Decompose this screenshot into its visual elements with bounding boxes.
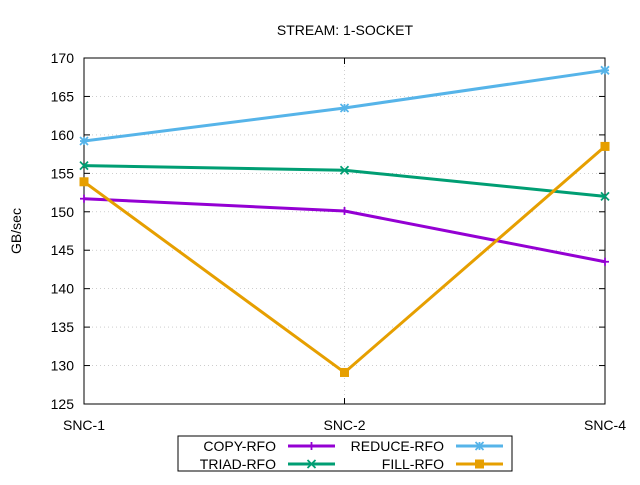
series-reduce-rfo — [79, 65, 610, 146]
chart-title: STREAM: 1-SOCKET — [277, 22, 414, 38]
legend-item: TRIAD-RFO — [200, 456, 335, 472]
data-point-x-icon — [339, 165, 350, 175]
legend-item: FILL-RFO — [382, 456, 503, 472]
legend-label: TRIAD-RFO — [200, 456, 276, 472]
legend-label: FILL-RFO — [382, 456, 444, 472]
x-tick-label: SNC-1 — [63, 417, 105, 433]
series-layer — [79, 65, 610, 377]
plot-border — [83, 57, 606, 405]
data-point-filled-square-icon — [340, 367, 349, 377]
data-point-star-icon — [79, 136, 89, 146]
y-tick-label: 160 — [51, 127, 75, 143]
legend-item: REDUCE-RFO — [351, 438, 503, 454]
data-point-star-icon — [339, 103, 350, 113]
legend-label: REDUCE-RFO — [351, 438, 444, 454]
x-axis: SNC-1 SNC-2 SNC-4 — [63, 58, 626, 433]
plus-icon — [307, 442, 316, 450]
y-tick-label: 130 — [51, 358, 75, 374]
star-icon — [474, 441, 485, 451]
series-fill-rfo — [79, 141, 610, 377]
data-point-plus-icon — [340, 207, 349, 216]
filled-square-icon — [475, 459, 484, 469]
series-triad-rfo — [79, 161, 610, 202]
y-tick-label: 135 — [51, 319, 75, 335]
y-axis-label: GB/sec — [8, 208, 24, 254]
y-tick-label: 145 — [51, 242, 75, 258]
data-point-plus-icon — [80, 194, 88, 203]
x-icon — [306, 459, 317, 469]
y-tick-label: 170 — [51, 50, 75, 66]
y-tick-label: 165 — [51, 88, 75, 104]
y-tick-label: 150 — [51, 204, 75, 220]
data-point-x-icon — [600, 191, 610, 202]
data-point-plus-icon — [601, 257, 609, 266]
legend-item: COPY-RFO — [203, 438, 335, 454]
legend-label: COPY-RFO — [203, 438, 276, 454]
y-axis: 125 130 135 140 145 150 155 160 165 170 — [51, 50, 605, 412]
x-tick-label: SNC-4 — [584, 417, 626, 433]
data-point-x-icon — [79, 161, 89, 171]
y-tick-label: 155 — [51, 165, 75, 181]
x-tick-label: SNC-2 — [323, 417, 365, 433]
data-point-filled-square-icon — [600, 141, 610, 151]
series-copy-rfo — [80, 194, 609, 266]
data-point-star-icon — [600, 65, 610, 75]
legend: COPY-RFO REDUCE-RFO TRIAD-RFO FILL-RFO — [177, 435, 513, 472]
data-point-filled-square-icon — [79, 177, 89, 187]
y-tick-label: 125 — [51, 396, 75, 412]
y-tick-label: 140 — [51, 281, 75, 297]
